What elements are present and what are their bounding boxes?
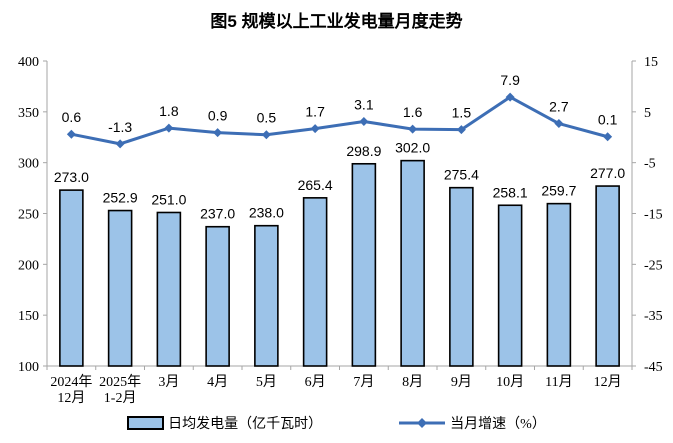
bar [302, 197, 328, 367]
line-value-label: 3.1 [354, 96, 374, 112]
bar-value-label: 298.9 [346, 143, 381, 159]
bar [59, 189, 84, 367]
line-value-label: 0.9 [208, 108, 228, 124]
line-value-label: 0.5 [257, 110, 277, 126]
line-marker-diamond [554, 119, 564, 129]
category-label: 2025年 1-2月 [99, 374, 141, 406]
category-label: 2024年 12月 [50, 374, 92, 406]
line-marker-diamond [261, 130, 271, 140]
category-label: 12月 [594, 374, 622, 390]
legend-line-label: 当月增速（%） [450, 417, 546, 432]
bar [107, 209, 133, 367]
line-marker-diamond [213, 128, 223, 138]
bar [351, 162, 377, 367]
category-label: 9月 [451, 374, 472, 390]
legend: 日均发电量（亿千瓦时） 当月增速（%） [0, 413, 673, 433]
bar-value-label: 237.0 [200, 206, 235, 222]
left-axis-tick-label: 300 [18, 157, 39, 172]
line-value-label: 1.8 [159, 103, 179, 119]
bar-series-swatch-icon [127, 416, 165, 430]
line-marker-diamond [359, 116, 369, 126]
chart-title: 图5 规模以上工业发电量月度走势 [210, 12, 463, 31]
bar [449, 186, 474, 367]
category-label: 5月 [256, 374, 277, 390]
left-axis-tick-label: 200 [18, 258, 39, 273]
line-marker-diamond [456, 125, 466, 135]
bar-value-label: 259.7 [541, 183, 576, 199]
bar-value-label: 265.4 [298, 177, 333, 193]
right-axis-tick-label: -35 [644, 309, 663, 324]
right-axis-tick-label: 15 [644, 55, 658, 70]
bar [497, 204, 523, 367]
category-label: 3月 [158, 374, 179, 390]
bar-value-label: 238.0 [249, 205, 284, 221]
left-axis-tick-label: 100 [18, 360, 39, 375]
line-value-label: 2.7 [549, 99, 569, 115]
line-series-swatch-icon [399, 418, 446, 428]
right-axis-tick-label: -5 [644, 157, 656, 172]
left-axis-tick-label: 250 [18, 208, 39, 223]
line-value-label: -1.3 [108, 119, 132, 135]
bar [156, 211, 182, 367]
line-marker-diamond [603, 132, 613, 142]
bar [595, 185, 620, 367]
right-axis-tick-label: -45 [644, 360, 663, 375]
bar-value-label: 251.0 [151, 191, 186, 207]
right-axis-tick-label: 5 [644, 106, 651, 121]
line-marker-diamond [115, 139, 125, 149]
growth-line [69, 95, 610, 146]
line-marker-diamond [164, 123, 174, 133]
bar-value-label: 252.9 [103, 190, 138, 206]
right-axis-tick-label: -25 [644, 258, 663, 273]
line-value-label: 0.1 [598, 112, 618, 128]
line-marker-diamond [310, 124, 320, 134]
legend-bar-label: 日均发电量（亿千瓦时） [168, 417, 323, 432]
category-label: 6月 [305, 374, 326, 390]
line-value-label: 1.5 [452, 105, 472, 121]
bar [254, 224, 279, 367]
legend-item-line: 当月增速（%） [398, 413, 546, 433]
line-marker-diamond [66, 129, 76, 139]
line-value-label: 1.6 [403, 104, 423, 120]
left-axis-tick-label: 400 [18, 55, 39, 70]
bar [546, 202, 572, 367]
bar-value-label: 273.0 [54, 169, 89, 185]
category-label: 10月 [496, 374, 524, 390]
bar-value-label: 258.1 [493, 184, 528, 200]
category-label: 8月 [402, 374, 423, 390]
line-value-label: 0.6 [62, 109, 82, 125]
left-axis-tick-label: 150 [18, 309, 39, 324]
right-axis-tick-label: -15 [644, 208, 663, 223]
bar-value-label: 277.0 [590, 165, 625, 181]
legend-item-bars: 日均发电量（亿千瓦时） [127, 413, 322, 433]
bar-value-label: 302.0 [395, 140, 430, 156]
line-value-label: 7.9 [500, 72, 520, 88]
line-value-label: 1.7 [305, 104, 325, 120]
bar [205, 225, 230, 367]
category-label: 11月 [545, 374, 572, 390]
left-axis-tick-label: 350 [18, 106, 39, 121]
line-marker-diamond [505, 92, 515, 102]
bar [400, 159, 425, 367]
line-marker-diamond [408, 124, 418, 134]
bar-value-label: 275.4 [444, 167, 479, 183]
category-label: 7月 [353, 374, 374, 390]
category-label: 4月 [207, 374, 228, 390]
